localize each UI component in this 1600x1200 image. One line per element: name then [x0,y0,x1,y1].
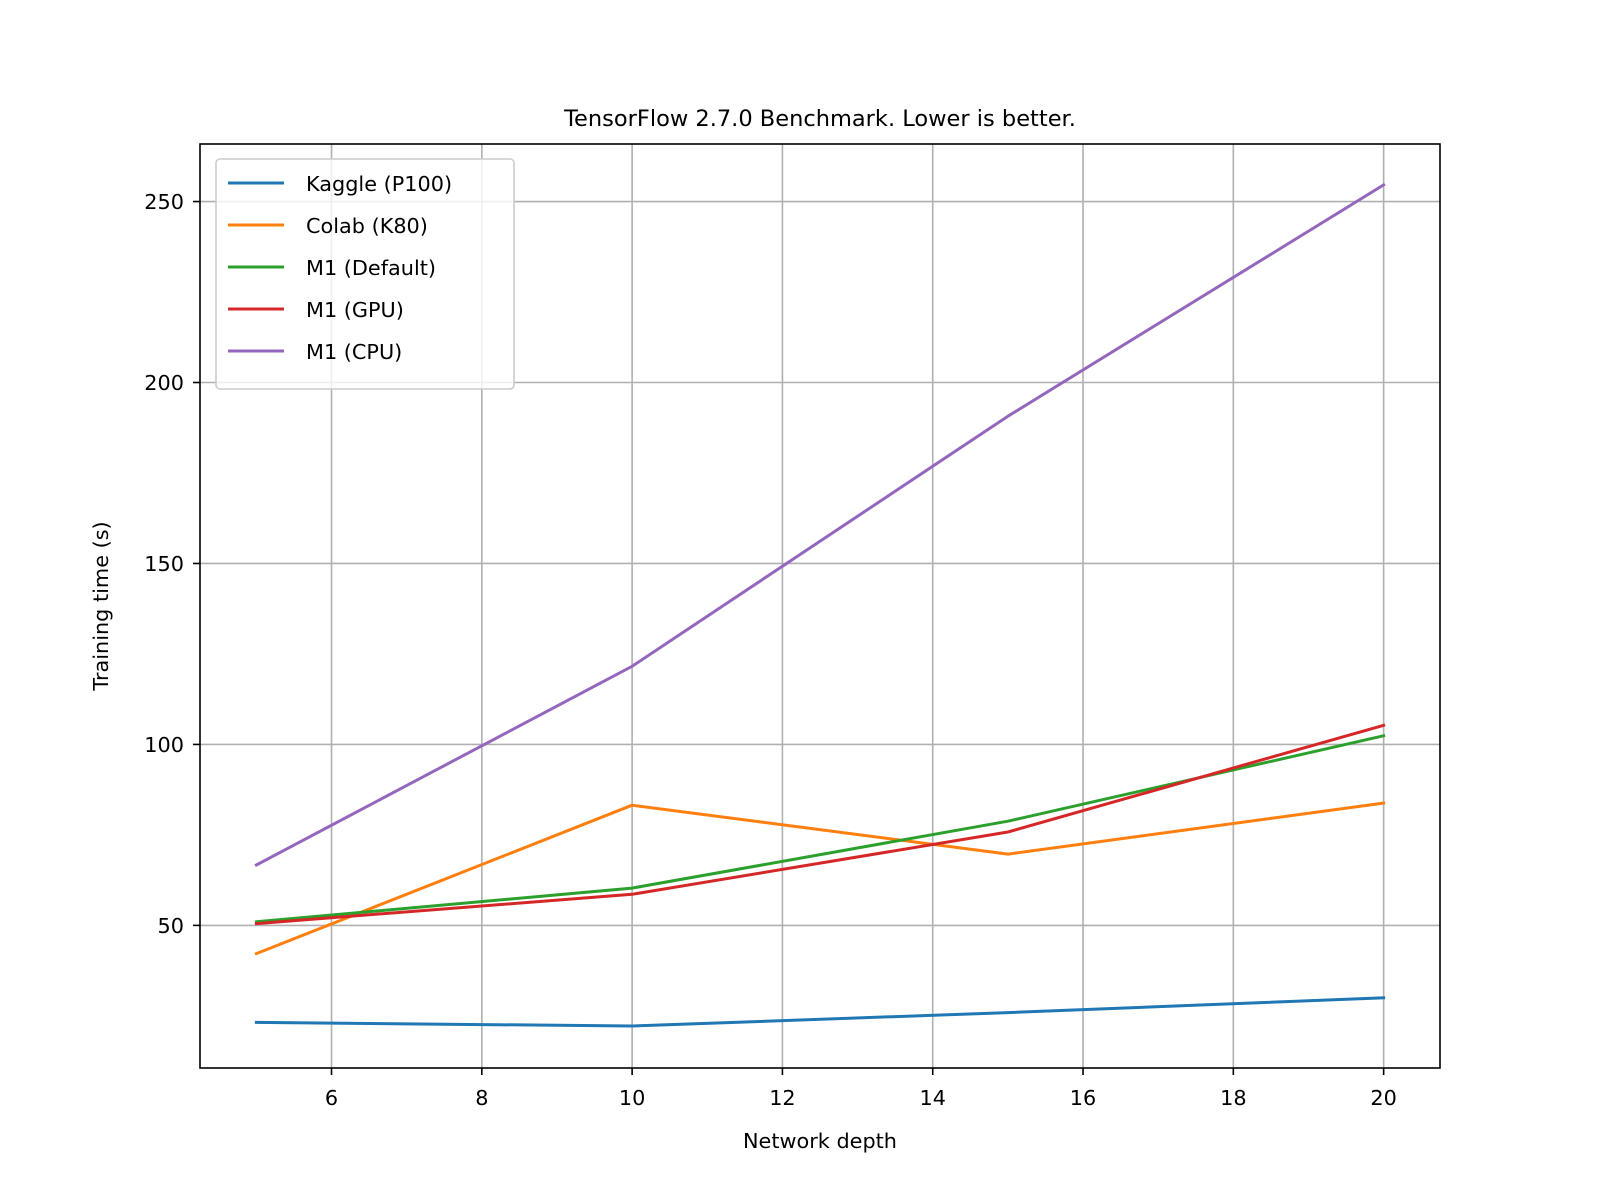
legend-label: Colab (K80) [306,214,428,238]
legend: Kaggle (P100) Colab (K80) M1 (Default) M1 (… [215,158,515,390]
x-axis-label: Network depth [743,1129,897,1153]
y-tick-label: 200 [144,371,184,395]
x-tick-label: 16 [1070,1086,1096,1110]
y-tick-label: 250 [144,190,184,214]
x-tick-label: 18 [1220,1086,1246,1110]
series-lines [254,182,1386,1028]
series-line-0 [254,996,1386,1028]
y-axis-label: Training time (s) [89,521,113,691]
x-tick-label: 14 [919,1086,945,1110]
legend-label: Kaggle (P100) [306,172,452,196]
y-tick-label: 100 [144,733,184,757]
series-line-3 [254,723,1386,926]
grid [200,144,1440,1068]
x-tick-label: 20 [1370,1086,1396,1110]
x-tick-label: 12 [769,1086,795,1110]
legend-label: M1 (Default) [306,256,436,280]
chart-title: TensorFlow 2.7.0 Benchmark. Lower is bet… [563,106,1076,132]
series-line-1 [254,801,1386,956]
plot-area-frame [199,143,1441,1069]
legend-label: M1 (CPU) [306,340,402,364]
series-line-4 [254,182,1386,868]
x-tick-label: 8 [475,1086,488,1110]
legend-frame [215,158,515,390]
x-tick-label: 10 [619,1086,645,1110]
axis-ticks: 6 8 10 12 14 16 18 20 50 100 150 200 250 [144,190,1397,1110]
y-tick-label: 50 [158,914,184,938]
x-tick-label: 6 [325,1086,338,1110]
legend-label: M1 (GPU) [306,298,404,322]
y-tick-label: 150 [144,552,184,576]
